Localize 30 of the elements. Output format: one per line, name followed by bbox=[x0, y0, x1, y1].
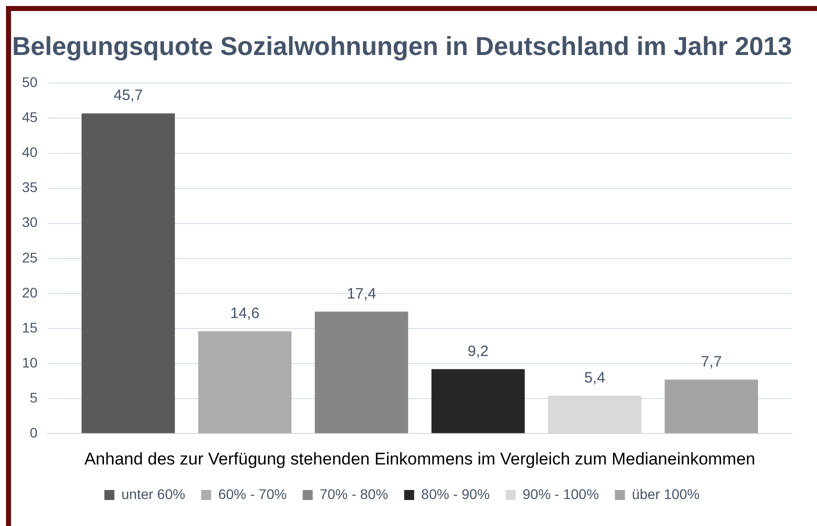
bar bbox=[431, 369, 525, 434]
bar bbox=[82, 113, 175, 434]
data-label: 5,4 bbox=[584, 369, 606, 386]
y-tick-label: 20 bbox=[22, 284, 38, 300]
y-tick-label: 25 bbox=[22, 249, 38, 266]
legend-label: 80% - 90% bbox=[421, 486, 490, 502]
x-axis-title: Anhand des zur Verfügung stehenden Einkommens im Vergleich zum Medianeinkommen bbox=[84, 449, 756, 468]
data-label: 14,6 bbox=[230, 304, 260, 322]
y-tick-label: 30 bbox=[22, 214, 38, 230]
bar bbox=[314, 312, 408, 434]
y-tick-label: 10 bbox=[22, 354, 38, 370]
y-tick-label: 0 bbox=[30, 424, 38, 440]
legend-label: unter 60% bbox=[121, 486, 186, 502]
y-tick-label: 45 bbox=[22, 109, 38, 126]
y-tick-label: 50 bbox=[22, 74, 38, 90]
bar bbox=[198, 331, 292, 434]
y-tick-label: 40 bbox=[22, 144, 38, 160]
legend-label: über 100% bbox=[632, 486, 700, 502]
y-tick-label: 35 bbox=[22, 179, 38, 196]
bar bbox=[664, 380, 758, 434]
legend-label: 90% - 100% bbox=[522, 486, 599, 502]
data-label: 45,7 bbox=[114, 86, 143, 104]
chart-title: Belegungsquote Sozialwohnungen in Deutschland im Jahr 2013 bbox=[12, 32, 792, 61]
legend-label: 70% - 80% bbox=[320, 486, 388, 502]
data-label: 7,7 bbox=[700, 353, 722, 370]
y-tick-label: 5 bbox=[30, 389, 38, 406]
data-label: 9,2 bbox=[468, 342, 489, 360]
y-tick-label: 15 bbox=[22, 319, 38, 336]
data-label: 17,4 bbox=[346, 285, 376, 302]
legend-label: 60% - 70% bbox=[218, 486, 287, 502]
